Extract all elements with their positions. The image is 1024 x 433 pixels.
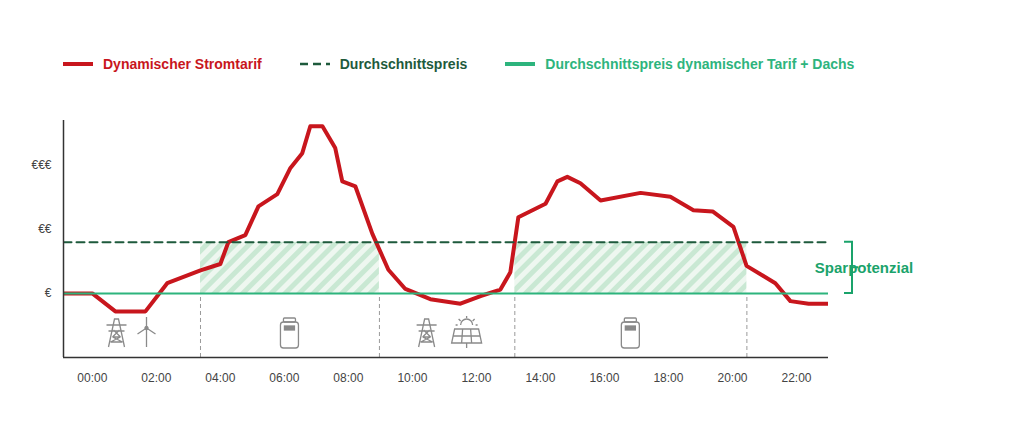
svg-text:€€: €€ — [38, 222, 52, 236]
svg-text:€€€: €€€ — [31, 158, 51, 172]
svg-text:02:00: 02:00 — [141, 371, 171, 385]
html-text:Dynamischer Stromtarif: Dynamischer Stromtarif — [103, 56, 262, 72]
svg-text:Sparpotenzial: Sparpotenzial — [815, 259, 913, 276]
svg-text:00:00: 00:00 — [77, 371, 107, 385]
svg-text:06:00: 06:00 — [269, 371, 299, 385]
svg-text:€: € — [45, 286, 52, 300]
svg-text:10:00: 10:00 — [397, 371, 427, 385]
svg-text:12:00: 12:00 — [461, 371, 491, 385]
svg-text:22:00: 22:00 — [781, 371, 811, 385]
html-text:Durchschnittspreis dynamischer: Durchschnittspreis dynamischer Tarif + D… — [545, 56, 855, 72]
svg-text:04:00: 04:00 — [205, 371, 235, 385]
svg-text:08:00: 08:00 — [333, 371, 363, 385]
svg-text:14:00: 14:00 — [525, 371, 555, 385]
svg-text:20:00: 20:00 — [717, 371, 747, 385]
html-text:Durchschnittspreis: Durchschnittspreis — [339, 56, 468, 72]
svg-text:18:00: 18:00 — [653, 371, 683, 385]
svg-text:16:00: 16:00 — [589, 371, 619, 385]
